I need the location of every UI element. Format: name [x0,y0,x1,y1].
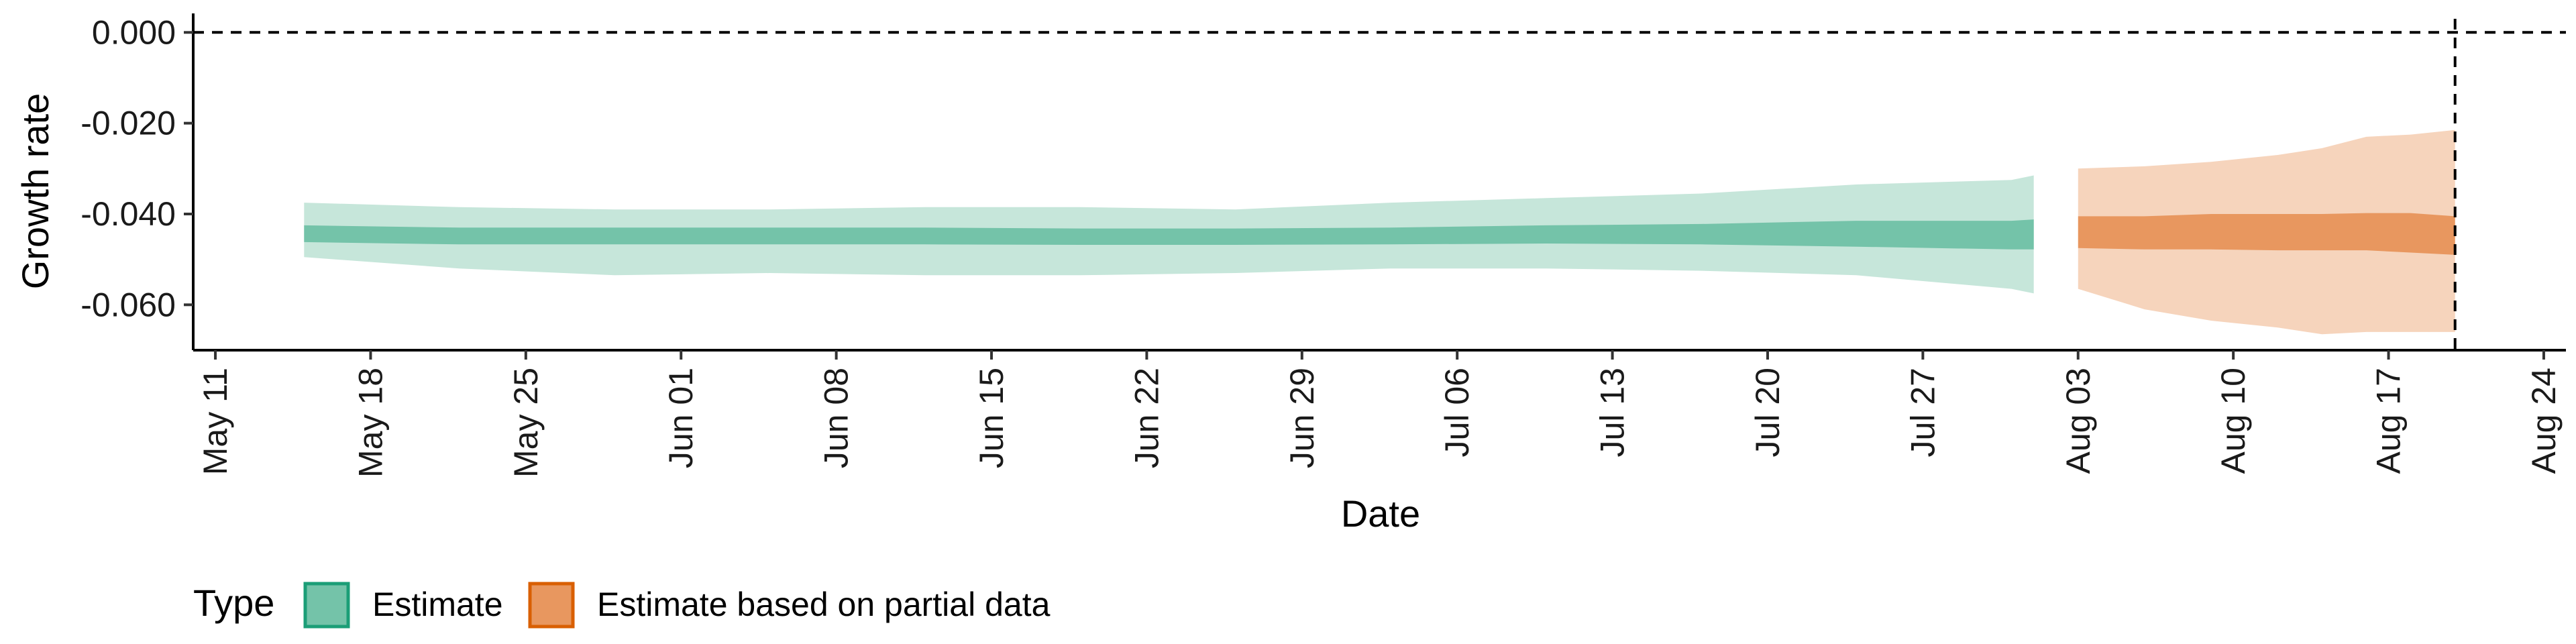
x-tick-label: Jun 29 [1283,368,1321,468]
x-tick-label: Aug 24 [2525,368,2563,474]
x-tick-label: Jun 08 [818,368,855,468]
partial-estimate-inner-band [2078,213,2455,255]
y-axis-title: Growth rate [14,93,56,290]
x-axis-title: Date [1341,492,1420,535]
legend-key [303,582,350,629]
x-tick-label: Jun 15 [973,368,1010,468]
x-tick-label: Jun 22 [1128,368,1165,468]
x-tick-label: May 11 [197,368,234,475]
legend: Type Estimate Estimate based on partial d… [193,582,1051,629]
y-tick-label: -0.060 [80,286,176,323]
x-tick-label: Aug 03 [2059,368,2097,474]
x-tick-label: May 25 [507,368,545,478]
legend-label: Estimate [372,586,503,623]
plot-area [193,19,2566,350]
x-tick-label: May 18 [352,368,389,478]
y-tick-label: -0.040 [80,195,176,233]
x-tick-label: Jul 20 [1749,368,1786,457]
legend-label: Estimate based on partial data [597,586,1051,623]
x-tick-label: Jul 06 [1438,368,1476,457]
x-tick-label: Jul 27 [1904,368,1941,457]
x-tick-label: Aug 17 [2370,368,2408,474]
legend-key [528,582,575,629]
x-tick-label: Jun 01 [662,368,700,468]
estimate-inner-band [304,219,2034,250]
axes: 0.000 -0.020 -0.040 -0.060 May 11 May 18 May 2… [80,13,2566,478]
y-tick-label: -0.020 [80,105,176,142]
x-tick-label: Jul 13 [1594,368,1631,457]
y-tick-label: 0.000 [92,13,176,51]
legend-title: Type [193,582,274,624]
x-tick-label: Aug 10 [2214,368,2252,474]
